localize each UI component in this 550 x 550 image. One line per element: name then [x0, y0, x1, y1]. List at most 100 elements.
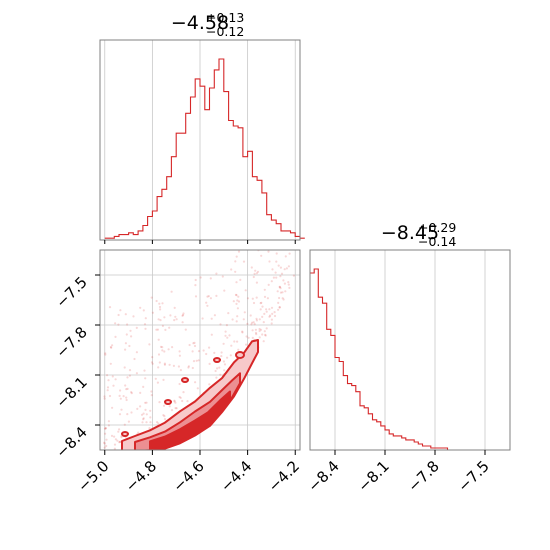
- scatter-point: [163, 363, 166, 366]
- scatter-point: [237, 300, 241, 303]
- scatter-point: [269, 314, 272, 317]
- scatter-point: [209, 277, 212, 280]
- scatter-point: [279, 275, 282, 278]
- scatter-point: [259, 302, 262, 305]
- scatter-point: [162, 404, 166, 407]
- scatter-point: [157, 338, 160, 341]
- scatter-point: [103, 446, 106, 449]
- scatter-point: [117, 313, 120, 317]
- scatter-point: [106, 386, 110, 389]
- scatter-point: [243, 311, 246, 314]
- hist-x-title: −4.58: [171, 12, 229, 34]
- scatter-point: [148, 343, 151, 346]
- scatter-point: [265, 308, 268, 311]
- scatter-point: [144, 327, 147, 330]
- scatter-point: [287, 283, 290, 286]
- scatter-point: [215, 272, 218, 275]
- scatter-point: [223, 369, 226, 372]
- x2-tick-label: −7.5: [454, 457, 492, 495]
- contour-island: [235, 351, 245, 359]
- scatter-point: [265, 310, 268, 313]
- scatter-point: [144, 408, 147, 411]
- scatter-point: [250, 266, 253, 269]
- scatter-point: [168, 405, 171, 408]
- scatter-point: [156, 328, 159, 331]
- scatter-point: [149, 416, 152, 419]
- scatter-point: [182, 312, 185, 315]
- scatter-point: [110, 434, 114, 437]
- scatter-point: [261, 333, 264, 336]
- scatter-point: [161, 346, 164, 349]
- scatter-point: [159, 345, 163, 348]
- scatter-point: [178, 395, 181, 399]
- scatter-point: [178, 350, 181, 353]
- scatter-point: [125, 398, 128, 402]
- scatter-point: [279, 291, 283, 294]
- scatter-point: [158, 361, 161, 364]
- scatter-point: [279, 287, 282, 290]
- scatter-point: [154, 377, 157, 380]
- scatter-point: [126, 323, 129, 326]
- scatter-point: [174, 407, 177, 410]
- scatter-point: [144, 377, 147, 380]
- contour-inner-fill: [149, 390, 231, 450]
- scatter-point: [168, 326, 171, 329]
- scatter-point: [278, 306, 281, 309]
- scatter-point: [106, 374, 109, 377]
- scatter-point: [213, 314, 216, 317]
- scatter-point: [231, 318, 234, 321]
- scatter-point: [173, 306, 176, 309]
- scatter-point: [133, 357, 136, 361]
- scatter-point: [252, 275, 255, 279]
- scatter-point: [236, 307, 239, 310]
- scatter-point: [170, 290, 173, 293]
- scatter-point: [104, 427, 107, 430]
- hist-y-title-lower: −0.14: [418, 234, 456, 249]
- scatter-point: [215, 294, 218, 297]
- scatter-point: [242, 260, 246, 263]
- scatter-point: [163, 350, 166, 353]
- scatter-point: [136, 407, 139, 410]
- scatter-point: [157, 422, 160, 425]
- scatter-point: [276, 290, 279, 293]
- scatter-point: [262, 340, 265, 343]
- hist-y-frame: [309, 249, 511, 451]
- scatter-point: [255, 319, 258, 322]
- x-tick-label: −4.4: [217, 457, 255, 495]
- scatter-point: [281, 297, 284, 300]
- scatter-point: [107, 379, 110, 382]
- scatter-point: [284, 255, 287, 258]
- scatter-point: [103, 397, 106, 400]
- scatter-point: [162, 414, 165, 417]
- scatter-point: [278, 285, 281, 289]
- scatter-point: [220, 351, 223, 354]
- scatter-point: [220, 355, 223, 358]
- scatter-point: [254, 331, 258, 334]
- hist-y-title-upper: +0.29: [418, 220, 456, 235]
- scatter-point: [282, 298, 285, 301]
- scatter-point: [283, 268, 286, 271]
- scatter-point: [145, 421, 148, 424]
- scatter-point: [120, 436, 123, 439]
- hist-x-title-lower: −0.12: [206, 24, 244, 39]
- scatter-point: [292, 274, 295, 277]
- scatter-point: [143, 323, 147, 326]
- scatter-point: [199, 276, 202, 279]
- y-tick-label: −8.1: [52, 373, 90, 411]
- scatter-point: [235, 294, 238, 297]
- scatter-point: [223, 289, 226, 292]
- x-tick-label: −4.8: [122, 457, 160, 495]
- y-tick-label: −7.5: [52, 273, 90, 311]
- contour-island: [181, 377, 189, 383]
- hist-x-gridlines: [104, 40, 296, 240]
- scatter-point: [228, 334, 231, 337]
- scatter-point: [277, 264, 280, 267]
- scatter-point: [280, 272, 284, 275]
- scatter-point: [244, 289, 247, 292]
- scatter-point: [135, 351, 138, 354]
- contour-island: [121, 431, 129, 437]
- scatter-point: [161, 349, 164, 352]
- scatter-point: [106, 389, 109, 392]
- scatter-point: [118, 413, 122, 416]
- scatter-point: [241, 331, 244, 334]
